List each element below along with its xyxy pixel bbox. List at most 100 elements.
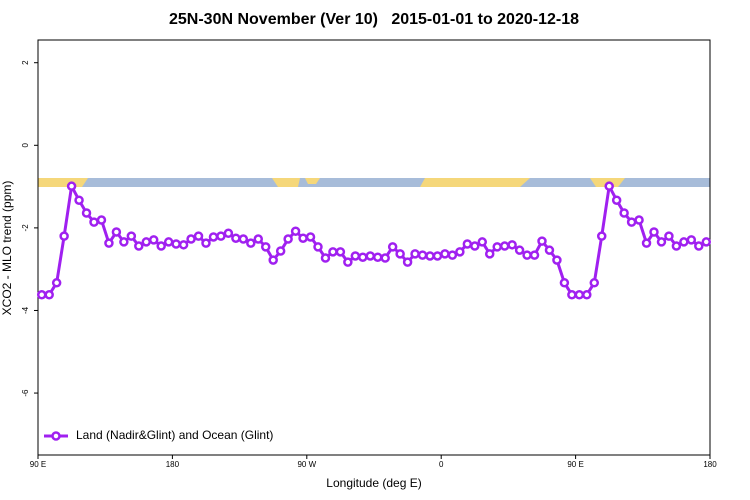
data-point [447,250,458,260]
data-point [358,252,368,262]
data-point [552,255,562,265]
legend-label: Land (Nadir&Glint) and Ocean (Glint) [76,428,273,442]
data-point [268,255,278,265]
data-point [163,237,174,247]
data-point [372,252,383,262]
data-point [440,249,450,259]
data-point [253,234,264,244]
data-point [96,215,107,225]
data-point [208,232,219,242]
data-point [246,238,256,248]
data-point [231,233,241,243]
data-point [74,195,84,205]
data-point [559,278,570,288]
data-point [298,233,308,243]
data-point [425,251,435,261]
data-point [343,257,353,267]
data-point [596,231,607,241]
data-point [216,231,226,241]
data-point [104,238,114,248]
chart-title: 25N-30N November (Ver 10) 2015-01-01 to … [169,11,579,28]
data-point [81,208,92,218]
data-point [380,253,390,263]
data-point [283,234,293,244]
data-point [141,237,152,247]
y-tick-label: -6 [21,389,30,397]
x-axis-label: Longitude (deg E) [326,476,421,490]
data-point [305,232,316,242]
data-point [455,247,465,257]
x-tick-label: 90 W [297,460,316,469]
data-point [694,241,704,251]
y-axis-label: XCO2 - MLO trend (ppm) [0,181,14,316]
data-point [574,290,585,300]
y-tick-label: 0 [21,143,30,148]
data-point [664,231,674,241]
data-point [148,235,159,245]
data-point [320,253,331,263]
data-point [656,237,667,247]
data-point [223,228,234,239]
data-point [477,237,488,247]
data-point [679,237,689,247]
y-tick-label: -2 [21,224,30,232]
data-point [544,245,555,255]
data-point [365,251,376,261]
plot-frame [37,39,711,456]
data-point [134,241,144,251]
data-point [44,290,54,300]
data-point [649,227,659,237]
data-point [290,226,301,236]
data-point [484,249,495,259]
x-tick-label: 0 [439,460,444,469]
data-point [402,257,413,267]
data-point [387,242,398,252]
data-point [156,241,166,251]
data-point [186,234,196,244]
data-point [51,278,62,288]
data-point [529,250,540,260]
data-point [634,215,644,225]
y-tick-label: -4 [21,306,30,314]
data-point [641,238,652,248]
data-point [507,240,517,250]
legend-marker [51,431,61,441]
data-point [417,250,428,260]
data-point [178,240,189,250]
data-point [111,227,122,237]
data-point [701,237,712,247]
data-point [589,278,600,288]
x-tick-label: 180 [166,460,180,469]
land-ocean-band [38,178,710,187]
data-point [335,247,346,257]
x-tick-label: 180 [703,460,717,469]
data-point [89,217,99,227]
data-point [619,208,629,218]
data-point [66,181,77,191]
data-point [410,249,420,259]
data-point [537,236,547,246]
data-point [36,290,47,300]
data-point [514,245,525,255]
y-tick-label: 2 [21,60,30,65]
x-tick-label: 90 E [567,460,583,469]
data-point [462,239,473,249]
data-point [260,242,271,252]
data-point [492,242,502,252]
data-point [395,249,405,259]
data-point [275,246,286,256]
data-point [567,290,577,300]
data-point [686,235,697,245]
data-point [582,290,592,300]
data-point [238,234,249,244]
data-point [604,181,614,191]
data-point [171,239,181,249]
data-point [328,247,338,257]
data-point [313,242,323,252]
data-point [432,251,443,261]
data-point [119,237,129,247]
data-point [611,195,622,205]
data-point [470,241,480,251]
